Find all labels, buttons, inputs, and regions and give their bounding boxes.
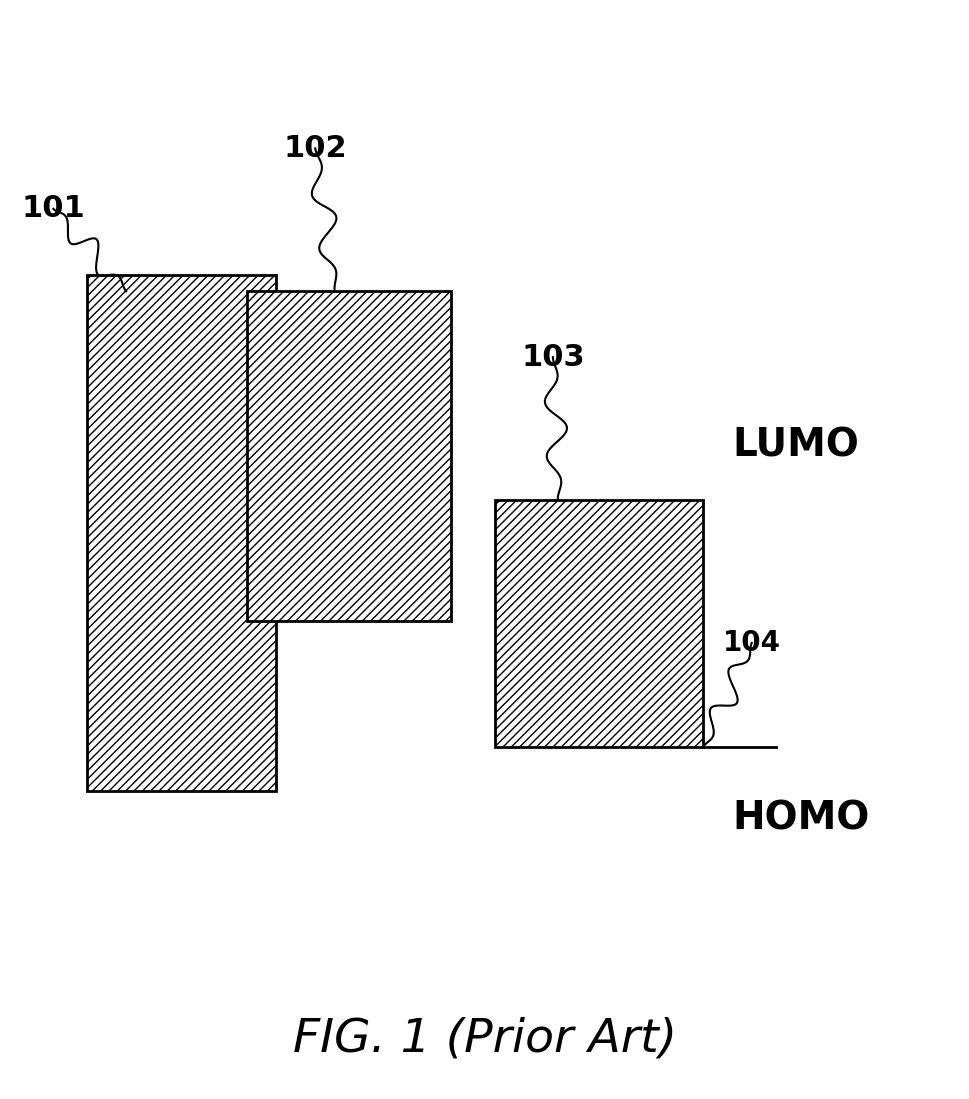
Bar [247,291,451,621]
Text: HOMO: HOMO [732,800,869,837]
Text: 102: 102 [283,134,347,163]
Bar [494,500,703,747]
Text: 103: 103 [520,343,584,371]
Text: LUMO: LUMO [732,426,859,464]
Text: 104: 104 [722,629,780,657]
Bar [87,275,276,791]
Text: FIG. 1 (Prior Art): FIG. 1 (Prior Art) [293,1017,676,1061]
Text: 101: 101 [21,195,85,223]
